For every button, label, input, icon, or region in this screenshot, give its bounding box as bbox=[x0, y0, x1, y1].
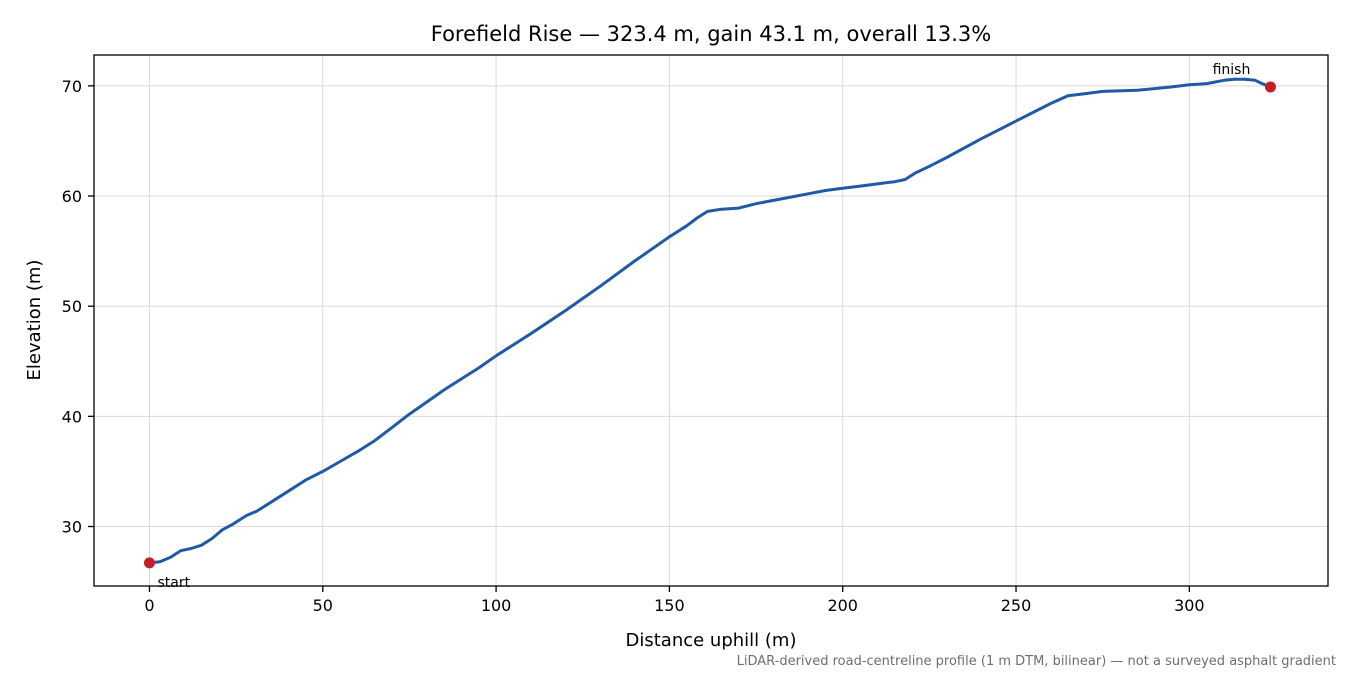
y-tick-label: 40 bbox=[62, 407, 82, 426]
x-axis-label: Distance uphill (m) bbox=[626, 630, 797, 651]
x-tick-label: 0 bbox=[144, 596, 154, 615]
x-tick-label: 250 bbox=[1001, 596, 1032, 615]
y-tick-label: 70 bbox=[62, 77, 82, 96]
grid bbox=[94, 55, 1328, 586]
y-tick-label: 60 bbox=[62, 187, 82, 206]
finish-label: finish bbox=[1213, 62, 1251, 78]
start-label: start bbox=[157, 575, 190, 591]
x-axis: 0 50 100 150 200 250 300 bbox=[144, 586, 1205, 615]
elevation-profile-line bbox=[148, 77, 1272, 565]
y-axis: 30 40 50 60 70 bbox=[62, 77, 94, 537]
y-axis-label: Elevation (m) bbox=[24, 260, 45, 381]
finish-marker bbox=[1264, 81, 1276, 93]
x-tick-label: 200 bbox=[827, 596, 858, 615]
chart-title: Forefield Rise — 323.4 m, gain 43.1 m, o… bbox=[431, 22, 992, 46]
x-tick-label: 150 bbox=[654, 596, 685, 615]
x-tick-label: 100 bbox=[481, 596, 512, 615]
y-tick-label: 50 bbox=[62, 297, 82, 316]
footnote: LiDAR-derived road-centreline profile (1… bbox=[737, 654, 1336, 669]
y-tick-label: 30 bbox=[62, 518, 82, 537]
x-tick-label: 300 bbox=[1174, 596, 1205, 615]
x-tick-label: 50 bbox=[313, 596, 333, 615]
start-marker bbox=[143, 557, 155, 569]
plot-frame bbox=[93, 54, 1329, 587]
